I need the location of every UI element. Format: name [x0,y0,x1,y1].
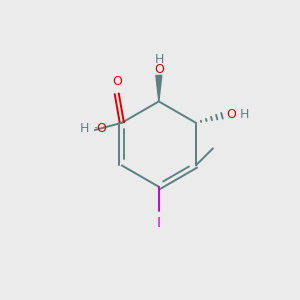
Text: O: O [226,108,236,121]
Text: ·O: ·O [93,122,107,135]
Text: H: H [155,53,164,66]
Text: H: H [240,108,249,121]
Text: O: O [154,62,164,76]
Polygon shape [156,76,162,101]
Text: I: I [157,216,161,230]
Text: O: O [112,76,122,88]
Text: H: H [80,122,89,135]
